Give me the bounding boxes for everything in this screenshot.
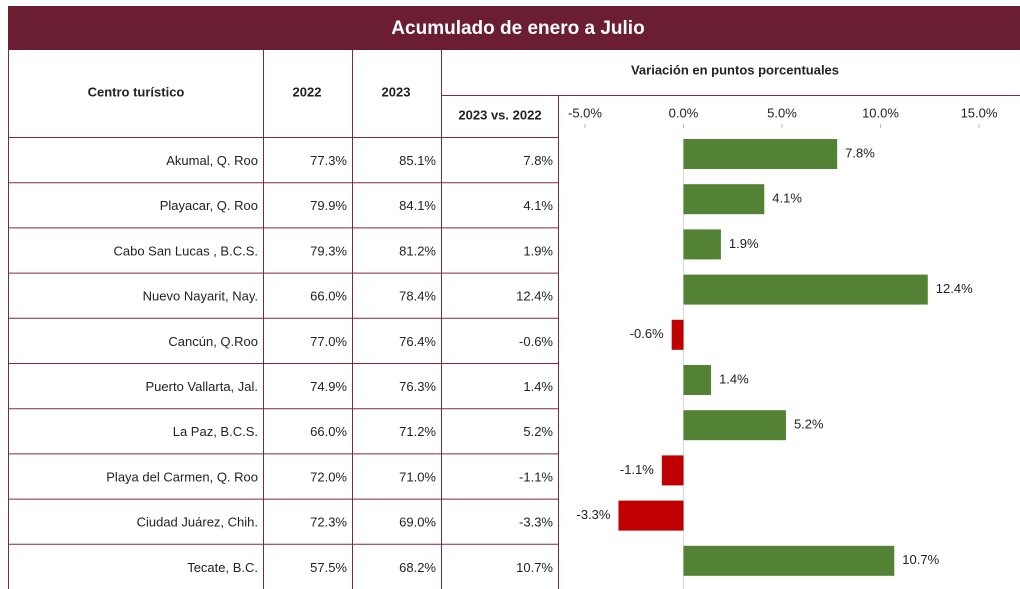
cell: 85.1% xyxy=(399,153,436,168)
row-label: Puerto Vallarta, Jal. xyxy=(146,379,258,394)
x-tick-label: 5.0% xyxy=(767,105,797,120)
cell: 79.9% xyxy=(310,198,347,213)
cell: 76.3% xyxy=(399,379,436,394)
data-label: 5.2% xyxy=(794,417,824,432)
cell: 68.2% xyxy=(399,560,436,575)
row-label: La Paz, B.C.S. xyxy=(173,424,258,439)
bar xyxy=(683,274,928,305)
data-label: 12.4% xyxy=(936,281,973,296)
cell: 66.0% xyxy=(310,424,347,439)
x-tick-label: 15.0% xyxy=(961,105,998,120)
bar xyxy=(671,319,684,350)
data-label: -0.6% xyxy=(630,326,664,341)
data-label: -3.3% xyxy=(577,507,611,522)
row-label: Akumal, Q. Roo xyxy=(166,153,258,168)
header-band xyxy=(8,6,1020,50)
bar xyxy=(683,229,721,260)
cell: 77.3% xyxy=(310,153,347,168)
x-tick-label: -5.0% xyxy=(568,105,602,120)
x-tick-label: 10.0% xyxy=(862,105,899,120)
cell: 12.4% xyxy=(516,289,553,304)
cell: 5.2% xyxy=(523,424,553,439)
cell: -3.3% xyxy=(519,515,553,530)
row-label: Tecate, B.C. xyxy=(187,560,258,575)
cell: 79.3% xyxy=(310,243,347,258)
row-label: Cabo San Lucas , B.C.S. xyxy=(113,243,258,258)
column-header: Centro turístico xyxy=(88,84,185,99)
cell: -0.6% xyxy=(519,334,553,349)
column-header: 2023 vs. 2022 xyxy=(458,107,541,122)
bar xyxy=(683,184,765,215)
bar xyxy=(661,455,684,486)
data-label: 1.4% xyxy=(719,371,749,386)
cell: 57.5% xyxy=(310,560,347,575)
data-label: -1.1% xyxy=(620,462,654,477)
table-borders xyxy=(8,50,1020,589)
cell: 4.1% xyxy=(523,198,553,213)
bar xyxy=(618,500,684,531)
column-header: 2022 xyxy=(293,84,322,99)
x-tick-label: 0.0% xyxy=(669,105,699,120)
cell: 71.2% xyxy=(399,424,436,439)
cell: 72.0% xyxy=(310,469,347,484)
cell: 74.9% xyxy=(310,379,347,394)
row-label: Playa del Carmen, Q. Roo xyxy=(106,469,258,484)
cell: 78.4% xyxy=(399,289,436,304)
cell: -1.1% xyxy=(519,469,553,484)
bar xyxy=(683,365,712,395)
data-label: 4.1% xyxy=(772,191,802,206)
cell: 76.4% xyxy=(399,334,436,349)
bar xyxy=(683,410,786,441)
cell: 7.8% xyxy=(523,153,553,168)
row-label: Nuevo Nayarit, Nay. xyxy=(143,289,258,304)
cell: 69.0% xyxy=(399,515,436,530)
cell: 1.4% xyxy=(523,379,553,394)
chart-title: Variación en puntos porcentuales xyxy=(631,62,839,77)
bar xyxy=(683,139,838,169)
row-label: Cancún, Q.Roo xyxy=(168,334,258,349)
data-label: 10.7% xyxy=(902,552,939,567)
column-header: 2023 xyxy=(382,84,411,99)
data-label: 1.9% xyxy=(729,236,759,251)
cell: 66.0% xyxy=(310,289,347,304)
cell: 71.0% xyxy=(399,469,436,484)
cell: 84.1% xyxy=(399,198,436,213)
cell: 1.9% xyxy=(523,243,553,258)
cell: 81.2% xyxy=(399,243,436,258)
bar xyxy=(683,545,895,576)
cell: 10.7% xyxy=(516,560,553,575)
row-label: Ciudad Juárez, Chih. xyxy=(137,515,258,530)
title: Acumulado de enero a Julio xyxy=(391,18,644,39)
cell: 77.0% xyxy=(310,334,347,349)
data-label: 7.8% xyxy=(845,145,875,160)
row-label: Playacar, Q. Roo xyxy=(160,198,258,213)
cell: 72.3% xyxy=(310,515,347,530)
